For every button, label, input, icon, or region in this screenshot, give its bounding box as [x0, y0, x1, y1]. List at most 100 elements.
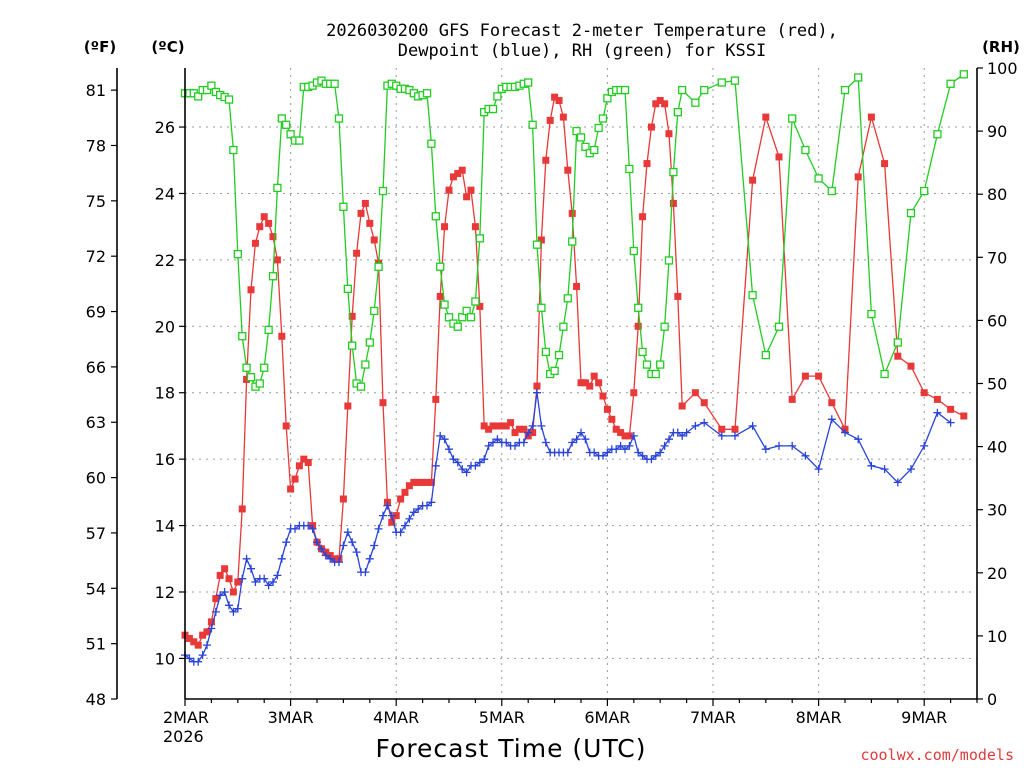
- temperature-point: [247, 286, 255, 294]
- temperature-point: [291, 475, 299, 483]
- rh-point: [238, 332, 247, 341]
- temperature-point: [867, 113, 875, 121]
- temperature-point: [269, 233, 277, 241]
- dewpoint-point: [233, 604, 242, 613]
- dewpoint-point: [251, 578, 260, 586]
- rh-point: [458, 313, 467, 322]
- dewpoint-point: [379, 511, 387, 520]
- rh-point: [365, 338, 374, 347]
- rh-point: [906, 208, 916, 218]
- rh-point: [229, 145, 238, 155]
- x-tick-sublabel: 2026: [163, 727, 204, 746]
- rh-tick-label: 0: [987, 690, 997, 709]
- rh-point: [273, 183, 282, 193]
- temperature-point: [295, 462, 303, 470]
- temperature-point: [581, 379, 589, 387]
- rh-point: [541, 347, 550, 357]
- rh-point: [255, 379, 264, 388]
- dewpoint-point: [203, 641, 211, 650]
- dewpoint-point: [348, 538, 357, 547]
- temperature-point: [300, 455, 308, 463]
- temperature-point: [414, 478, 422, 486]
- dewpoint-point: [841, 428, 849, 437]
- rh-point: [202, 85, 212, 95]
- rh-line: [185, 73, 965, 388]
- rh-point: [361, 360, 370, 369]
- temperature-point: [634, 322, 642, 330]
- temperature-point: [485, 425, 493, 433]
- dewpoint-point: [568, 438, 577, 447]
- temperature-point: [665, 130, 673, 138]
- rh-point: [440, 300, 449, 309]
- dewpoint-point: [528, 421, 537, 430]
- rh-point: [233, 249, 242, 259]
- temperature-point: [533, 382, 541, 390]
- dewpoint-point: [313, 538, 321, 547]
- axes: 48 51 54 57 60 63 66 69 72 75 78 81 10 12 14 16 18 20 22 24…: [86, 59, 1018, 746]
- temperature-point: [256, 223, 264, 231]
- dewpoint-point: [656, 448, 665, 457]
- temperature-point: [348, 312, 356, 320]
- temperature-point: [493, 422, 501, 430]
- rh-point: [867, 309, 876, 319]
- temperature-point: [542, 156, 550, 164]
- temperature-point: [423, 478, 431, 486]
- rh-point: [348, 341, 357, 350]
- temperature-point: [586, 382, 594, 390]
- dewpoint-point: [880, 465, 889, 474]
- temperature-point: [489, 422, 497, 430]
- rh-point: [207, 81, 216, 90]
- rh-point: [444, 313, 454, 322]
- x-tick-label: 7MAR: [690, 708, 736, 727]
- dewpoint-point: [396, 528, 405, 537]
- fahrenheit-tick-label: 54: [86, 579, 106, 598]
- rh-point: [761, 350, 770, 360]
- temperature-point: [920, 389, 928, 397]
- temperature-point: [361, 199, 369, 207]
- dewpoint-point: [185, 654, 194, 663]
- rh-point: [194, 92, 203, 101]
- rh-point: [431, 212, 440, 221]
- temperature-point: [304, 458, 312, 466]
- temperature-point: [661, 100, 669, 108]
- chart-title-line-2: Dewpoint (blue), RH (green) for KSSI: [398, 41, 766, 61]
- celsius-unit-label: (ºC): [151, 38, 184, 56]
- dewpoint-point: [484, 441, 493, 450]
- temperature-point: [199, 631, 207, 639]
- dewpoint-point: [612, 445, 621, 454]
- temperature-point: [278, 332, 286, 340]
- rh-point: [286, 130, 295, 139]
- dewpoint-point: [761, 445, 770, 454]
- dewpoint-point: [445, 445, 453, 454]
- rh-point: [788, 114, 797, 123]
- fahrenheit-tick-label: 72: [86, 247, 106, 266]
- dewpoint-point: [625, 441, 634, 450]
- dewpoint-point: [572, 435, 581, 444]
- rh-point: [700, 85, 709, 95]
- temperature-point: [467, 186, 475, 194]
- rh-point: [572, 126, 581, 136]
- temperature-point: [445, 186, 453, 194]
- dewpoint-point: [321, 551, 330, 560]
- dewpoint-point: [220, 588, 229, 596]
- rh-point: [374, 262, 383, 271]
- temperature-point: [573, 282, 581, 290]
- rh-point: [343, 284, 352, 294]
- temperature-point: [749, 176, 757, 184]
- dewpoint-point: [638, 451, 647, 460]
- temperature-point: [458, 166, 466, 174]
- celsius-tick-label: 24: [155, 184, 175, 203]
- rh-point: [801, 145, 810, 155]
- temperature-point: [828, 399, 836, 407]
- dewpoint-point: [502, 438, 511, 447]
- rh-point: [730, 76, 740, 85]
- rh-point: [664, 256, 674, 265]
- rh-point: [268, 272, 278, 281]
- temperature-point: [265, 219, 273, 227]
- temperature-point: [612, 425, 620, 433]
- rh-point: [493, 92, 502, 101]
- fahrenheit-unit-label: (ºF): [84, 38, 116, 56]
- temperature-point: [379, 399, 387, 407]
- temperature-point: [595, 379, 603, 387]
- dewpoint-point: [458, 465, 467, 474]
